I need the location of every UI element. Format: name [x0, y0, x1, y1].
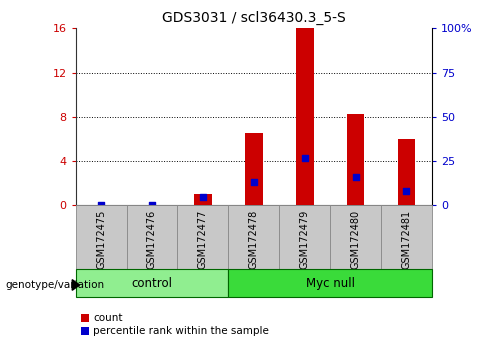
- Point: [403, 188, 410, 194]
- Point: [97, 202, 105, 208]
- Text: GSM172480: GSM172480: [350, 209, 361, 269]
- Text: Myc null: Myc null: [305, 277, 355, 290]
- Point: [301, 155, 308, 160]
- Text: GSM172478: GSM172478: [249, 209, 259, 269]
- Bar: [381, 205, 432, 273]
- Text: GSM172476: GSM172476: [147, 209, 157, 269]
- Point: [199, 195, 207, 200]
- Bar: [228, 269, 432, 297]
- Text: GSM172475: GSM172475: [96, 209, 106, 269]
- Bar: [178, 205, 228, 273]
- Bar: [398, 139, 415, 205]
- Text: genotype/variation: genotype/variation: [5, 280, 104, 290]
- Point: [148, 202, 156, 208]
- Title: GDS3031 / scl36430.3_5-S: GDS3031 / scl36430.3_5-S: [162, 10, 346, 24]
- Bar: [194, 194, 212, 205]
- Bar: [245, 133, 263, 205]
- Bar: [228, 205, 279, 273]
- Point: [250, 179, 258, 185]
- Point: [352, 174, 360, 180]
- Text: GSM172477: GSM172477: [198, 209, 208, 269]
- Text: GSM172481: GSM172481: [402, 209, 411, 269]
- Bar: [296, 28, 314, 205]
- Bar: [346, 114, 365, 205]
- Bar: [126, 205, 178, 273]
- Text: control: control: [131, 277, 172, 290]
- Bar: [76, 269, 228, 297]
- Polygon shape: [72, 280, 80, 290]
- Bar: [76, 205, 126, 273]
- Text: GSM172479: GSM172479: [300, 209, 310, 269]
- Legend: count, percentile rank within the sample: count, percentile rank within the sample: [81, 313, 269, 336]
- Bar: [330, 205, 381, 273]
- Bar: [279, 205, 330, 273]
